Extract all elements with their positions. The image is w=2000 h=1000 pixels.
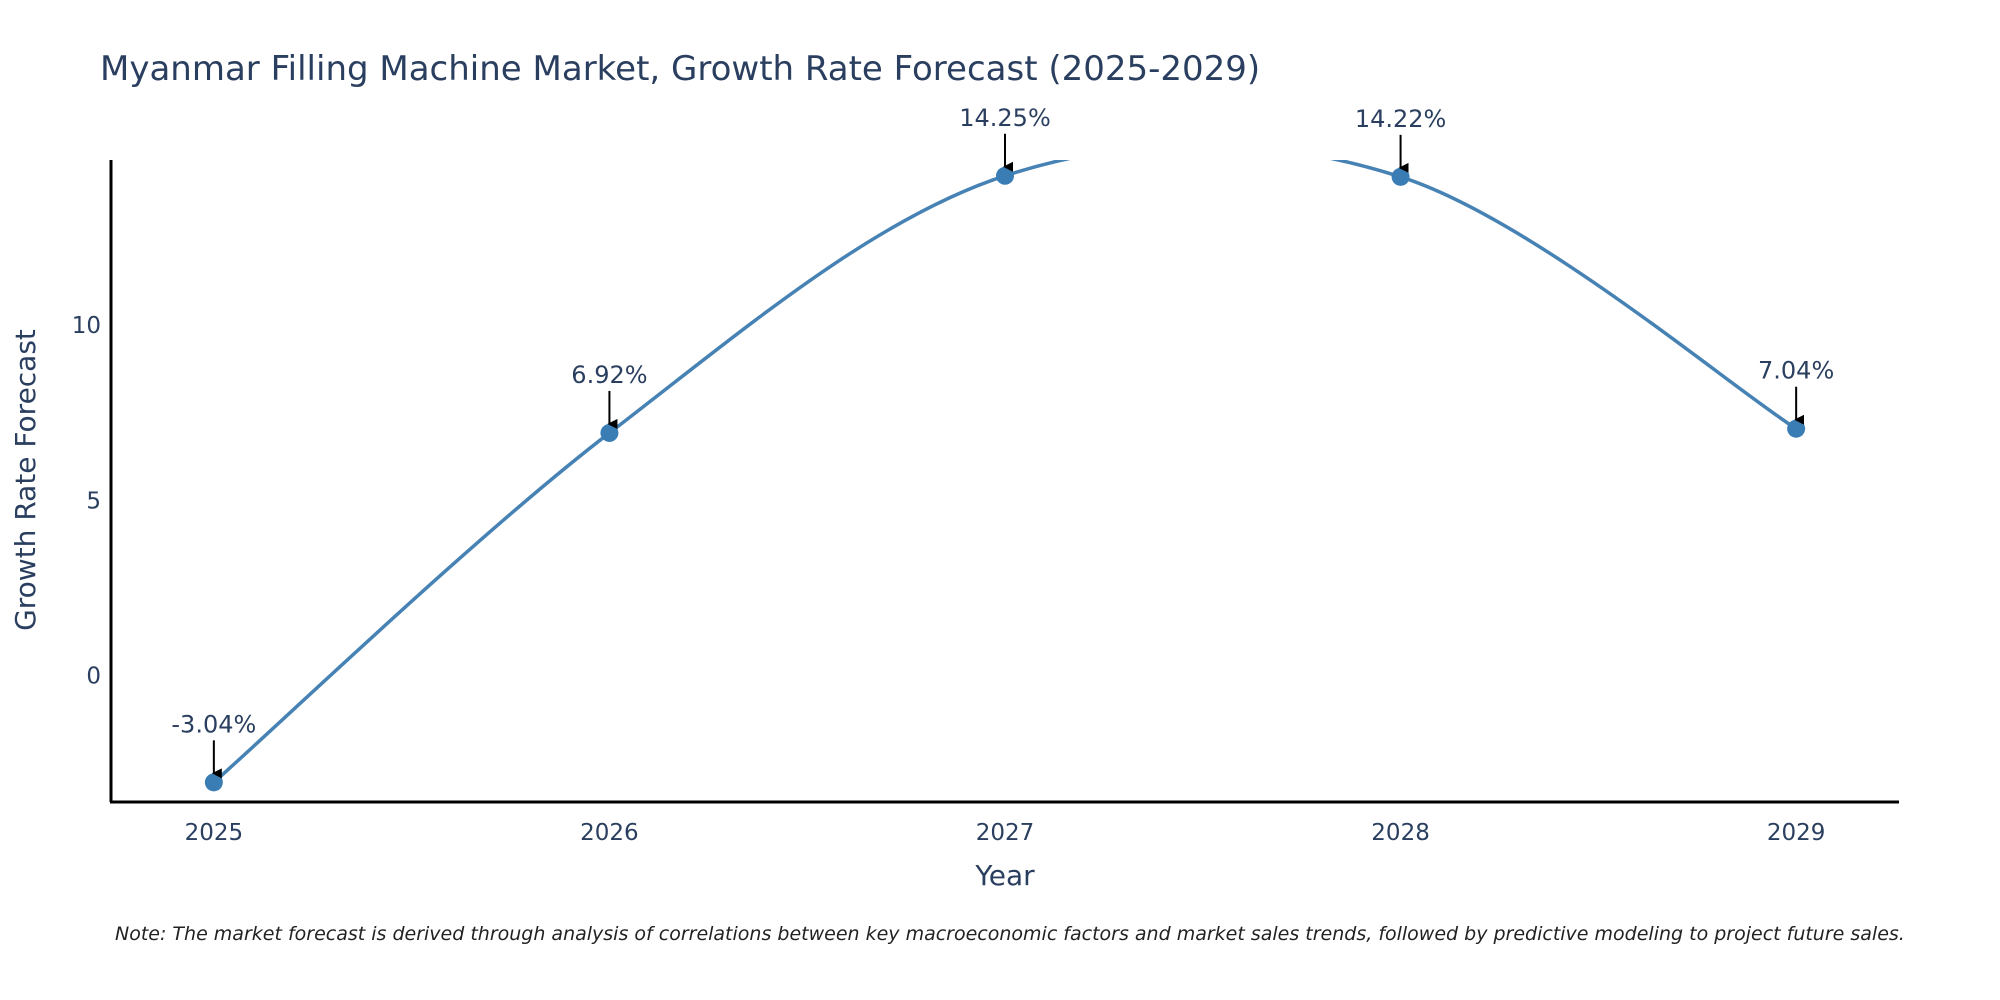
footnote: Note: The market forecast is derived thr…: [115, 923, 1905, 945]
y-axis-title: Growth Rate Forecast: [9, 329, 42, 631]
data-label-2025: -3.04%: [171, 710, 256, 738]
data-markers: [204, 166, 1806, 792]
data-point-2028: [1391, 167, 1410, 186]
data-label-2028: 14.22%: [1355, 105, 1447, 133]
data-point-2027: [996, 166, 1014, 185]
x-tick-label: 2026: [580, 820, 639, 846]
data-label-2027: 14.25%: [959, 104, 1051, 132]
data-point-2025: [204, 773, 223, 792]
x-tick-label: 2028: [1371, 820, 1430, 846]
series-line: [212, 160, 1798, 784]
y-tick-label: 5: [86, 488, 101, 514]
y-tick-label: 0: [86, 664, 101, 690]
x-tick-label: 2025: [185, 820, 244, 846]
y-tick-label: 10: [72, 313, 101, 339]
x-tick-label: 2029: [1767, 820, 1826, 846]
chart-title: Myanmar Filling Machine Market, Growth R…: [100, 49, 1260, 89]
x-axis-ticks: 2025 2026 2027 2028 2029: [185, 820, 1826, 846]
data-point-2026: [600, 423, 619, 442]
data-label-2026: 6.92%: [571, 361, 647, 389]
data-point-2029: [1787, 419, 1806, 438]
data-label-2029: 7.04%: [1758, 357, 1834, 385]
x-tick-label: 2027: [976, 820, 1035, 846]
data-annotations: -3.04% 6.92% 14.25% 14.22% 7.04%: [171, 104, 1834, 779]
x-axis-title: Year: [974, 859, 1035, 892]
y-axis-ticks: 0 5 10: [72, 313, 101, 690]
